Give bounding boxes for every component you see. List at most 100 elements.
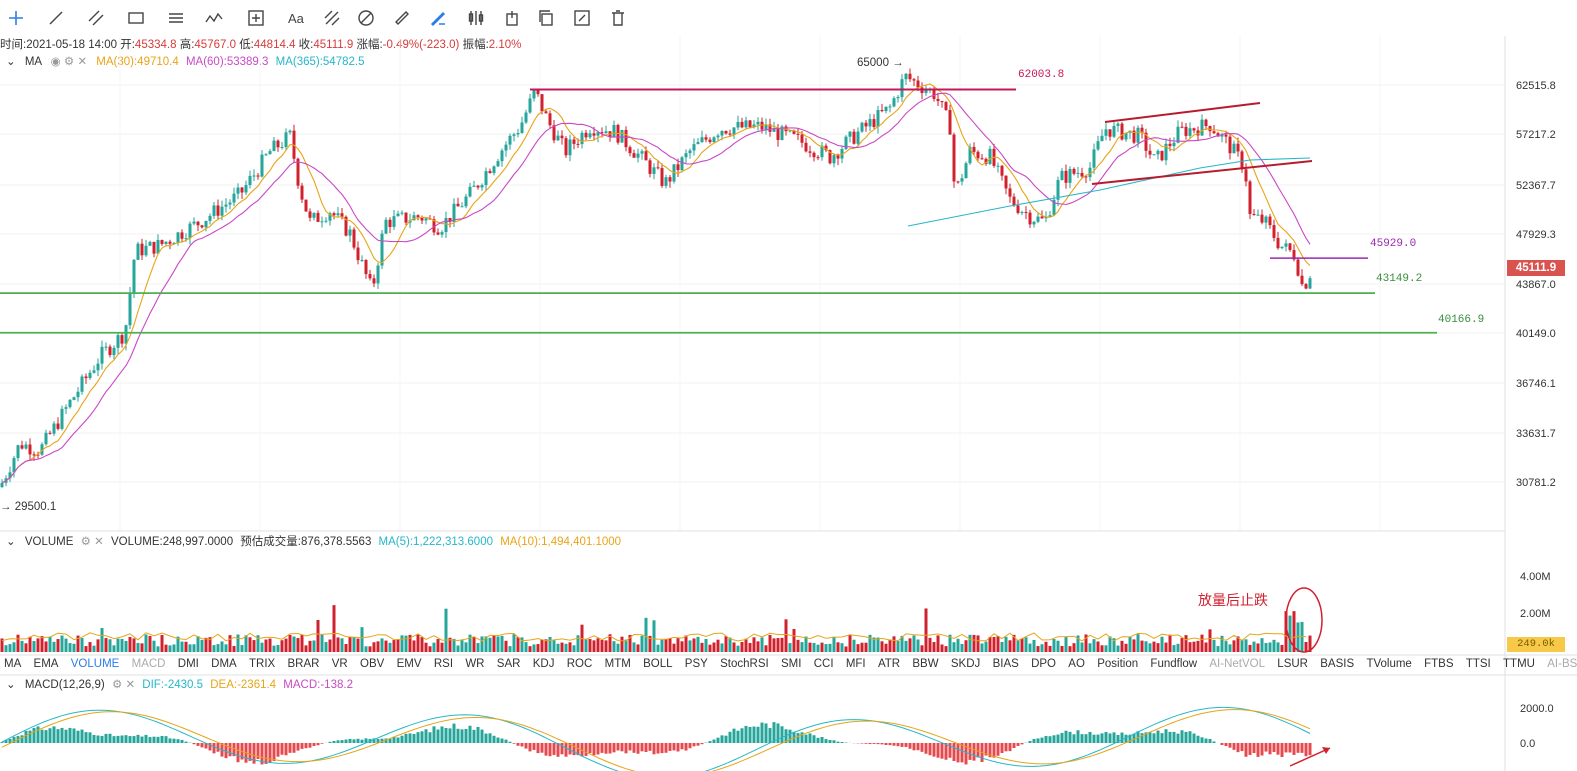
tab-roc[interactable]: ROC bbox=[566, 658, 593, 670]
candle-body bbox=[656, 167, 660, 169]
candle-body bbox=[868, 119, 872, 127]
volume-bar bbox=[1276, 642, 1280, 652]
tab-ttmu[interactable]: TTMU bbox=[1503, 658, 1535, 670]
close-icon[interactable]: ✕ bbox=[125, 679, 136, 691]
volume-bar bbox=[980, 643, 984, 652]
tab-lsur[interactable]: LSUR bbox=[1277, 658, 1308, 670]
candle-body bbox=[480, 185, 484, 188]
tab-basis[interactable]: BASIS bbox=[1320, 658, 1355, 670]
collapse-icon[interactable]: ⌄ bbox=[6, 679, 16, 691]
crosshair-icon[interactable] bbox=[2, 4, 30, 32]
tab-emv[interactable]: EMV bbox=[396, 658, 422, 670]
macd-bar bbox=[952, 743, 956, 761]
wave-icon[interactable] bbox=[200, 4, 228, 32]
candle-body bbox=[1288, 243, 1292, 251]
candle-icon[interactable] bbox=[462, 4, 490, 32]
parallel-lines-icon[interactable] bbox=[82, 4, 110, 32]
brush-icon[interactable] bbox=[424, 4, 452, 32]
macd-bar bbox=[1048, 736, 1052, 743]
pattern-icon[interactable] bbox=[352, 4, 380, 32]
current-price-tag: 45111.9 bbox=[1507, 260, 1565, 276]
close-icon[interactable]: ✕ bbox=[94, 536, 104, 548]
tab-obv[interactable]: OBV bbox=[360, 658, 385, 670]
tab-ftbs[interactable]: FTBS bbox=[1424, 658, 1454, 670]
tab-mtm[interactable]: MTM bbox=[604, 658, 631, 670]
tab-stochrsi[interactable]: StochRSI bbox=[720, 658, 769, 670]
tab-ao[interactable]: AO bbox=[1068, 658, 1085, 670]
ma365-line bbox=[907, 157, 1311, 227]
tab-kdj[interactable]: KDJ bbox=[532, 658, 555, 670]
tab-ema[interactable]: EMA bbox=[33, 658, 59, 670]
tab-atr[interactable]: ATR bbox=[877, 658, 901, 670]
candle-body bbox=[1248, 181, 1252, 215]
volume-bar bbox=[1092, 639, 1096, 652]
text-tool-icon[interactable]: Aa bbox=[282, 4, 310, 32]
volume-bar bbox=[424, 642, 428, 652]
export-icon[interactable] bbox=[498, 4, 526, 32]
tab-vr[interactable]: VR bbox=[331, 658, 348, 670]
candle-body bbox=[576, 143, 580, 145]
macd-bar bbox=[664, 743, 668, 753]
macd-bar bbox=[700, 743, 704, 745]
edit-icon[interactable] bbox=[568, 4, 596, 32]
tab-boll[interactable]: BOLL bbox=[643, 658, 673, 670]
macd-bar bbox=[588, 743, 592, 754]
tab-mfi[interactable]: MFI bbox=[845, 658, 866, 670]
trend-line-icon[interactable] bbox=[42, 4, 70, 32]
tab-sar[interactable]: SAR bbox=[496, 658, 521, 670]
volume-bar bbox=[1256, 643, 1260, 652]
collapse-icon[interactable]: ⌄ bbox=[6, 536, 16, 548]
tab-ai-bsi[interactable]: AI-BSI bbox=[1547, 658, 1577, 670]
candle-body bbox=[340, 213, 344, 217]
macd-bar bbox=[36, 726, 40, 743]
tab-tvolume[interactable]: TVolume bbox=[1366, 658, 1412, 670]
tab-fundflow[interactable]: Fundflow bbox=[1150, 658, 1198, 670]
candle-body bbox=[612, 124, 616, 137]
tab-wr[interactable]: WR bbox=[465, 658, 485, 670]
tab-bbw[interactable]: BBW bbox=[912, 658, 939, 670]
tab-cci[interactable]: CCI bbox=[813, 658, 834, 670]
rectangle-icon[interactable] bbox=[122, 4, 150, 32]
volume-bar bbox=[1272, 639, 1276, 652]
tab-trix[interactable]: TRIX bbox=[249, 658, 276, 670]
ruler-icon[interactable] bbox=[388, 4, 416, 32]
gear-icon[interactable]: ⚙ bbox=[111, 679, 123, 691]
fib-icon[interactable] bbox=[318, 4, 346, 32]
volume-bar bbox=[816, 644, 820, 652]
volume-bar bbox=[204, 637, 208, 652]
tab-ttsi[interactable]: TTSI bbox=[1465, 658, 1491, 670]
copy-icon[interactable] bbox=[532, 4, 560, 32]
candle-body bbox=[836, 155, 840, 159]
gear-icon[interactable]: ⚙ bbox=[80, 536, 91, 548]
tab-dpo[interactable]: DPO bbox=[1031, 658, 1056, 670]
tab-rsi[interactable]: RSI bbox=[433, 658, 454, 670]
gear-icon[interactable]: ⚙ bbox=[63, 56, 75, 68]
tab-bias[interactable]: BIAS bbox=[992, 658, 1019, 670]
tab-position[interactable]: Position bbox=[1097, 658, 1139, 670]
trash-icon[interactable] bbox=[604, 4, 632, 32]
macd-bar bbox=[216, 743, 220, 752]
tab-dma[interactable]: DMA bbox=[211, 658, 237, 670]
tab-ma[interactable]: MA bbox=[4, 658, 22, 670]
macd-bar bbox=[744, 725, 748, 743]
volume-bar bbox=[804, 636, 808, 652]
tab-volume[interactable]: VOLUME bbox=[70, 658, 120, 670]
tab-psy[interactable]: PSY bbox=[684, 658, 708, 670]
tab-skdj[interactable]: SKDJ bbox=[950, 658, 981, 670]
tab-dmi[interactable]: DMI bbox=[177, 658, 199, 670]
horizontal-lines-icon[interactable] bbox=[162, 4, 190, 32]
collapse-icon[interactable]: ⌄ bbox=[6, 56, 16, 68]
tab-brar[interactable]: BRAR bbox=[287, 658, 320, 670]
candle-body bbox=[48, 432, 52, 434]
tab-smi[interactable]: SMI bbox=[780, 658, 802, 670]
macd-bar bbox=[1116, 734, 1120, 743]
tab-macd[interactable]: MACD bbox=[131, 658, 166, 670]
macd-bar bbox=[1204, 738, 1208, 743]
tab-ai-netvol[interactable]: AI-NetVOL bbox=[1209, 658, 1265, 670]
volume-bar bbox=[1264, 643, 1268, 652]
measure-icon[interactable] bbox=[242, 4, 270, 32]
candle-body bbox=[1100, 135, 1104, 142]
close-icon[interactable]: ✕ bbox=[77, 56, 88, 68]
eye-icon[interactable]: ◉ bbox=[50, 56, 61, 68]
